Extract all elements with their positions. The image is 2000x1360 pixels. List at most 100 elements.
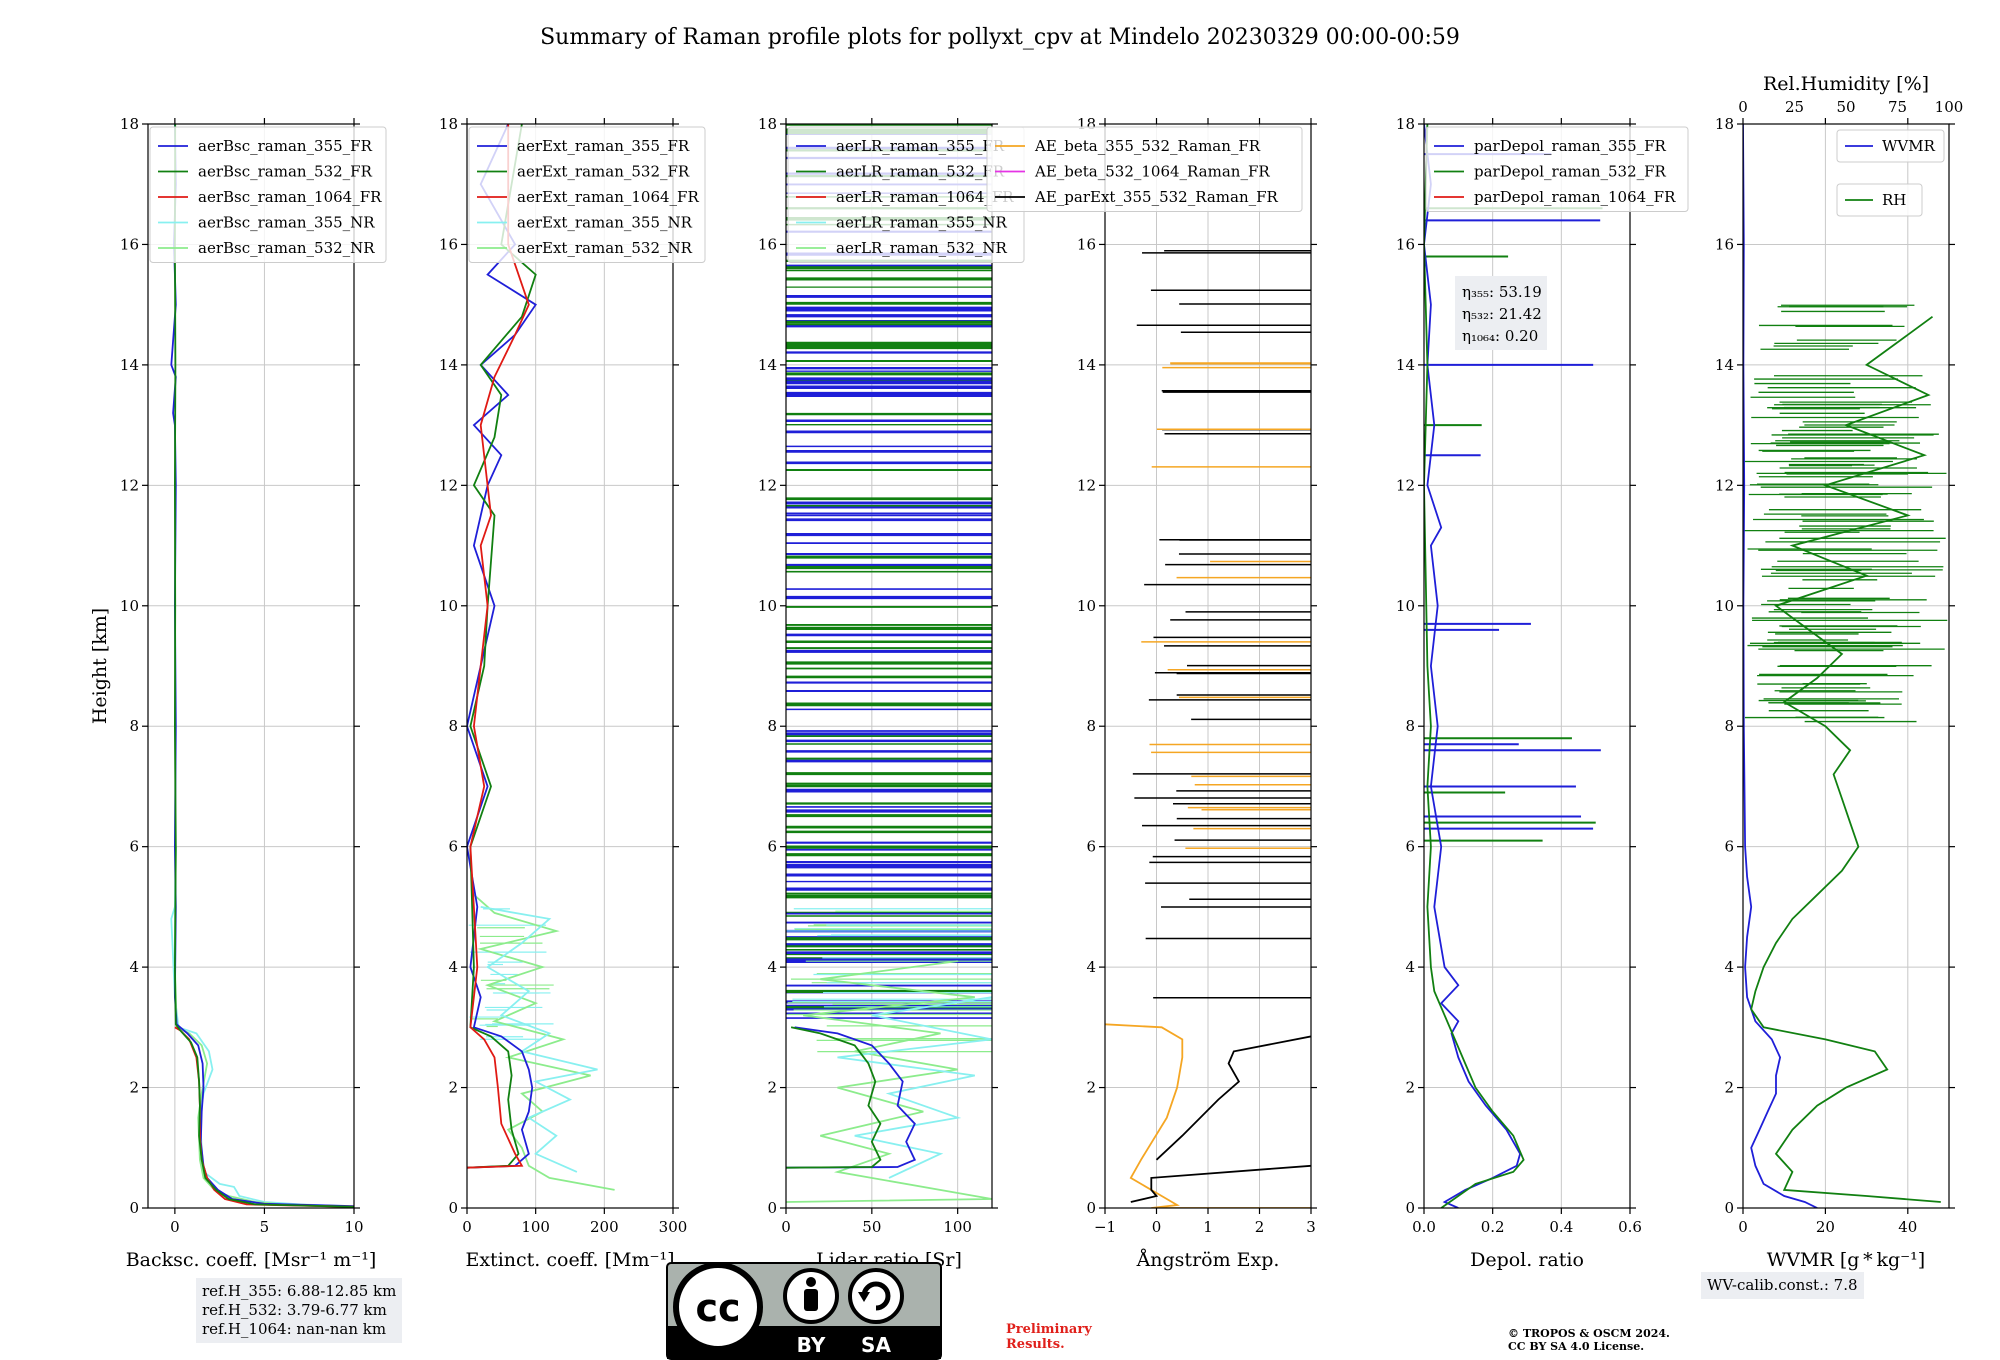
x-tick-label: 50 [862,1218,881,1236]
x-tick-label: 300 [659,1218,688,1236]
x-tick-label: 5 [260,1218,270,1236]
y-tick-label: 14 [1077,356,1096,374]
series-line-parDepol_raman_532_FR [1424,124,1525,1208]
noise-lines-wv [1743,304,1948,723]
ref-line-532: ref.H_532: 3.79-6.77 km [202,1301,387,1319]
eta-line: η₅₃₂: 21.42 [1462,305,1542,323]
panel-ext: 0 2 4 6 8 10 12 14 16 18 0 100 200 300 Extinct. coeff.… [439,115,706,1271]
legend-label: aerExt_raman_532_NR [517,239,693,257]
legend-lr: aerLR_raman_355_FR aerLR_raman_532_FR aerL… [787,126,1025,263]
legend-box [986,126,1303,212]
axes-frame [466,123,674,1209]
x-tick-label: 2 [1255,1218,1265,1236]
x-tick-label: 0 [1152,1218,1162,1236]
noise-lines-ae [1132,250,1311,999]
series-group-ext [467,124,615,1191]
legend-box [1836,129,1945,163]
y-tick-label: 6 [1086,838,1096,856]
axes-frame [1423,123,1631,1209]
legend-box [1836,183,1923,217]
legend-ae: AE_beta_355_532_Raman_FR AE_beta_532_1064… [986,126,1303,212]
y-tick-label: 14 [120,356,139,374]
y-tick-label: 12 [1077,476,1096,494]
x2-tick-label: 50 [1836,98,1855,116]
y-tick-label: 4 [1086,958,1096,976]
series-line-aerBsc_raman_532_NR [173,846,346,1208]
y-tick-label: 6 [1405,838,1415,856]
preliminary-line-1: Preliminary [1006,1322,1092,1337]
legend-label: aerBsc_raman_1064_FR [198,188,382,206]
y-tick-label: 0 [1086,1199,1096,1217]
x2-axis-label: Rel.Humidity [%] [1763,73,1929,95]
x-tick-label: 0.2 [1481,1218,1505,1236]
legend-label: RH [1882,191,1906,209]
copyright-line-1: © TROPOS & OSCM 2024. [1508,1327,1670,1340]
y-tick-label: 0 [129,1199,139,1217]
y-tick-label: 6 [448,838,458,856]
copyright-line-2: CC BY SA 4.0 License. [1508,1340,1645,1353]
legend-label: aerLR_raman_532_NR [836,239,1007,257]
reference-height-box: ref.H_355: 6.88-12.85 km ref.H_532: 3.79… [196,1278,403,1343]
legend-label: parDepol_raman_355_FR [1474,137,1667,155]
y-tick-label: 16 [439,235,458,253]
x-tick-label: 0.6 [1618,1218,1642,1236]
legend-depol: parDepol_raman_355_FR parDepol_raman_532_… [1425,126,1689,212]
x-tick-label: 0.0 [1412,1218,1436,1236]
y-tick-label: 4 [1724,958,1734,976]
eta-box: η₃₅₅: 53.19 η₅₃₂: 21.42 η₁₀₆₄: 0.20 [1455,276,1547,350]
x-tick-label: 1 [1203,1218,1213,1236]
legend-box [1425,126,1689,212]
legend-label: aerBsc_raman_355_NR [198,214,375,232]
legend-box [468,126,706,263]
eta-line: η₃₅₅: 53.19 [1462,283,1542,301]
legend-label: aerExt_raman_355_FR [517,137,690,155]
wv-calib-text: WV-calib.const.: 7.8 [1707,1276,1858,1294]
axes-frame [147,123,355,1209]
legend-ext: aerExt_raman_355_FR aerExt_raman_532_FRae… [468,126,706,263]
eta-bg [1455,276,1547,350]
x2-tick-label: 25 [1785,98,1804,116]
y-tick-label: 12 [758,476,777,494]
series-line-aerExt_raman_355_FR [467,124,537,1169]
series-line-aerBsc_raman_355_NR [170,846,346,1208]
series-line-AE_beta_355_532_Raman_FR [1105,1023,1311,1208]
y-tick-label: 4 [767,958,777,976]
y-tick-label: 12 [439,476,458,494]
x-tick-label: −1 [1094,1218,1116,1236]
preliminary-line-2: Results. [1006,1337,1065,1352]
series-line-aerExt_raman_532_FR [467,124,537,1169]
y-tick-label: 14 [758,356,777,374]
noise-lines-lr [786,124,992,1053]
y-tick-label: 18 [120,115,139,133]
x-tick-label: 0 [781,1218,791,1236]
series-line-aerBsc_raman_532_FR [173,124,354,1208]
y-tick-label: 8 [1405,717,1415,735]
legend-label: AE_parExt_355_532_Raman_FR [1034,188,1279,206]
preliminary-results-note: Preliminary Results. [1006,1322,1092,1352]
figure-title: Summary of Raman profile plots for polly… [540,25,1460,50]
series-line-aerExt_raman_532_NR [473,894,615,1191]
legend-label: aerBsc_raman_532_NR [198,239,375,257]
y-tick-label: 16 [1396,235,1415,253]
legend-label: aerBsc_raman_532_FR [198,163,373,181]
copyright-note: © TROPOS & OSCM 2024. CC BY SA 4.0 Licen… [1508,1327,1670,1353]
y-tick-label: 16 [758,235,777,253]
share-alike-icon [848,1268,904,1324]
y-tick-label: 10 [439,597,458,615]
series-line-parDepol_raman_355_FR [1424,124,1522,1208]
y-tick-label: 12 [1715,476,1734,494]
legend-rh: RH [1836,183,1923,217]
y-tick-label: 14 [439,356,458,374]
y-tick-label: 8 [448,717,458,735]
y-tick-label: 10 [1077,597,1096,615]
legend-label: AE_beta_532_1064_Raman_FR [1034,163,1270,181]
by-label: BY [797,1333,826,1357]
panel-depol: 0 2 4 6 8 10 12 14 16 18 0.0 0.2 0.4 0.6 Depol. ratio p… [1396,115,1689,1271]
series-line-aerLR_raman_532_FR [786,1026,882,1169]
legend-label: aerExt_raman_532_FR [517,163,690,181]
y-tick-label: 12 [1396,476,1415,494]
ref-line-355: ref.H_355: 6.88-12.85 km [202,1282,397,1300]
